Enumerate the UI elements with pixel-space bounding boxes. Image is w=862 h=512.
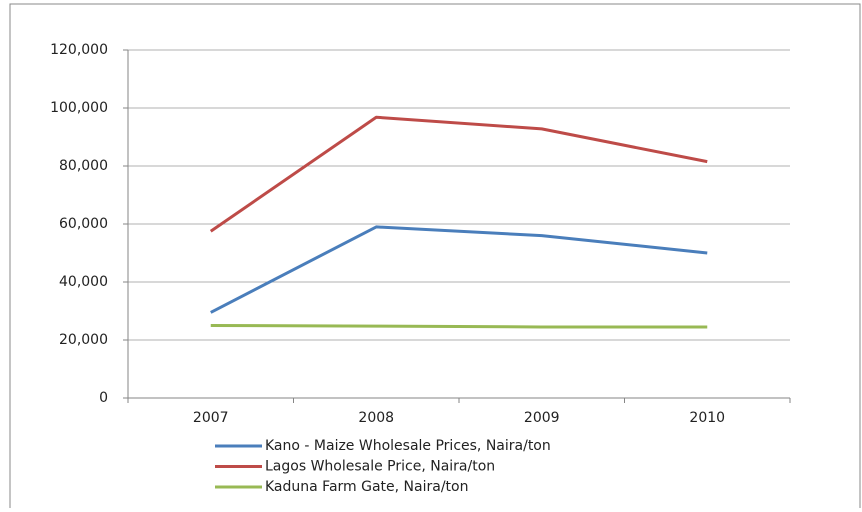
legend-label: Lagos Wholesale Price, Naira/ton	[265, 459, 495, 475]
y-tick-label: 80,000	[59, 158, 108, 174]
x-tick-label: 2010	[689, 410, 725, 426]
y-tick-label: 20,000	[59, 332, 108, 348]
series-line	[210, 324, 708, 329]
y-tick-label: 120,000	[50, 42, 108, 58]
legend-label: Kano - Maize Wholesale Prices, Naira/ton	[265, 438, 551, 454]
chart-frame	[9, 3, 861, 512]
legend-label: Kaduna Farm Gate, Naira/ton	[265, 479, 468, 495]
x-tick-label: 2008	[358, 410, 394, 426]
y-tick-label: 60,000	[59, 216, 108, 232]
x-tick-label: 2007	[193, 410, 229, 426]
x-tick-label: 2009	[524, 410, 560, 426]
y-tick-label: 0	[99, 390, 108, 406]
series-line	[210, 225, 708, 314]
y-tick-label: 100,000	[50, 100, 108, 116]
y-tick-label: 40,000	[59, 274, 108, 290]
series-line	[209, 115, 708, 233]
